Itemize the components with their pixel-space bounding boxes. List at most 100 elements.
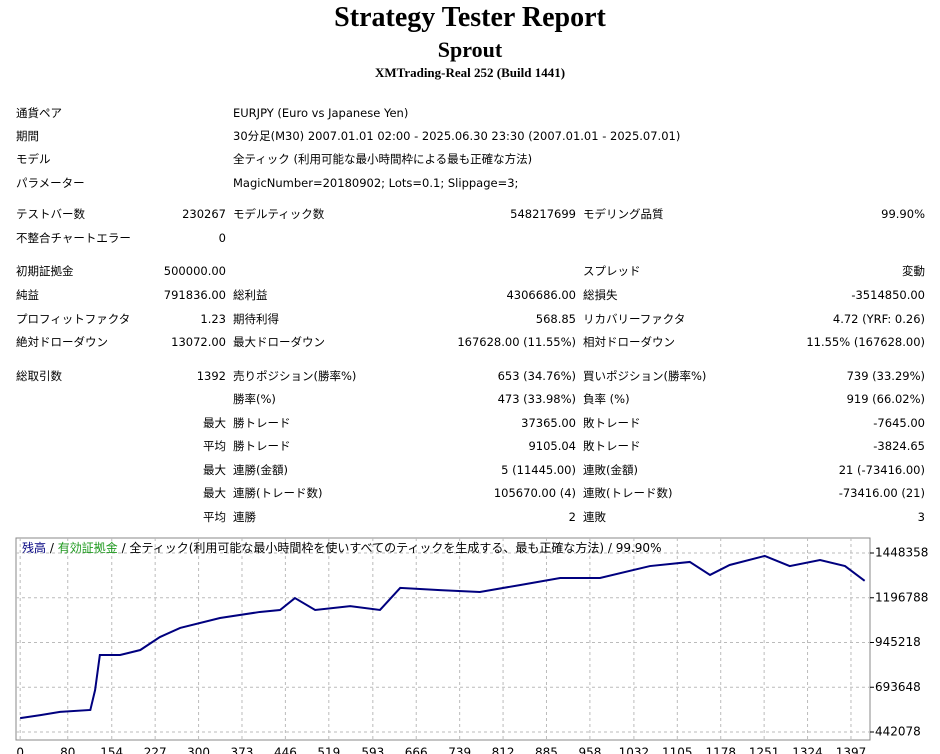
stat-value: 500000.00 — [163, 264, 226, 278]
stat-label: モデリング品質 — [583, 207, 664, 221]
stat-value: 568.85 — [535, 312, 576, 326]
stat-value: 739 (33.29%) — [846, 369, 925, 383]
x-tick-label: 666 — [405, 746, 428, 754]
info-value: 全ティック (利用可能な最小時間枠による最も正確な方法) — [233, 152, 533, 166]
stat-label: 負率 (%) — [583, 392, 630, 406]
stat-label: 相対ドローダウン — [583, 335, 675, 349]
y-tick-label: 1196788 — [875, 590, 928, 604]
stat-value: 791836.00 — [163, 288, 226, 302]
legend-caption: 全ティック(利用可能な最小時間枠を使いすべてのティックを生成する、最も正確な方法… — [129, 540, 661, 555]
x-tick-label: 519 — [317, 746, 340, 754]
stat-label: 勝トレード — [233, 416, 291, 430]
stat-value: 9105.04 — [528, 439, 576, 453]
x-tick-label: 885 — [535, 746, 558, 754]
stat-value: 最大 — [203, 486, 226, 500]
stat-value: 変動 — [902, 264, 925, 278]
stat-label: 総損失 — [583, 288, 618, 302]
y-tick-label: 442078 — [875, 724, 921, 738]
x-tick-label: 1324 — [792, 746, 823, 754]
stat-label: 絶対ドローダウン — [16, 335, 108, 349]
x-tick-label: 812 — [492, 746, 515, 754]
stat-value: 2 — [568, 510, 576, 524]
y-tick-label: 945218 — [875, 635, 921, 649]
x-tick-label: 154 — [100, 746, 123, 754]
x-tick-label: 1397 — [836, 746, 867, 754]
stat-value: 4306686.00 — [506, 288, 576, 302]
stat-label: 買いポジション(勝率%) — [583, 369, 707, 383]
stat-label: 連勝 — [233, 510, 256, 524]
stat-label: 連敗(トレード数) — [583, 486, 673, 500]
x-tick-label: 1032 — [619, 746, 650, 754]
legend-entry: 有効証拠金 — [58, 540, 118, 555]
stat-value: -3824.65 — [873, 439, 925, 453]
x-tick-label: 593 — [361, 746, 384, 754]
stat-label: 売りポジション(勝率%) — [233, 369, 357, 383]
x-tick-label: 1178 — [705, 746, 736, 754]
stat-label: 連敗(金額) — [583, 463, 638, 477]
stat-value: -7645.00 — [873, 416, 925, 430]
stat-label: 総取引数 — [16, 369, 62, 383]
info-label: 通貨ペア — [16, 106, 62, 120]
y-tick-label: 1448358 — [875, 546, 928, 560]
x-tick-label: 227 — [144, 746, 167, 754]
stat-label: 純益 — [16, 288, 39, 302]
stat-value: 1392 — [196, 369, 226, 383]
x-tick-label: 739 — [448, 746, 471, 754]
stat-label: スプレッド — [583, 264, 641, 278]
stat-value: 0 — [218, 231, 226, 245]
x-tick-label: 958 — [578, 746, 601, 754]
stat-value: 4.72 (YRF: 0.26) — [832, 312, 925, 326]
y-tick-label: 693648 — [875, 680, 921, 694]
stat-label: 連勝(トレード数) — [233, 486, 323, 500]
info-label: モデル — [16, 152, 51, 166]
info-value: EURJPY (Euro vs Japanese Yen) — [233, 106, 409, 120]
x-tick-label: 1251 — [749, 746, 780, 754]
stat-label: 勝率(%) — [233, 392, 276, 406]
stat-label: 不整合チャートエラー — [16, 231, 131, 245]
stat-value: 13072.00 — [171, 335, 226, 349]
stat-value: -73416.00 (21) — [838, 486, 925, 500]
stat-value: 1.23 — [200, 312, 226, 326]
stat-value: 230267 — [182, 207, 226, 221]
stat-value: 473 (33.98%) — [497, 392, 576, 406]
x-tick-label: 0 — [16, 746, 24, 754]
stat-label: 最大ドローダウン — [233, 335, 325, 349]
balance-line — [20, 554, 866, 720]
stat-label: 勝トレード — [233, 439, 291, 453]
info-value: MagicNumber=20180902; Lots=0.1; Slippage… — [233, 176, 519, 190]
x-tick-label: 446 — [274, 746, 297, 754]
chart: 442078 693648 945218 1196788 1448358 0 80 154 22… — [15, 537, 928, 754]
stat-value: 21 (-73416.00) — [838, 463, 925, 477]
stat-value: 3 — [917, 510, 925, 524]
plot-area — [15, 537, 871, 741]
stat-label: 敗トレード — [583, 416, 641, 430]
info-value: 30分足(M30) 2007.01.01 02:00 - 2025.06.30 … — [233, 129, 681, 143]
stat-value: 548217699 — [510, 207, 576, 221]
stat-label: 総利益 — [233, 288, 268, 302]
stat-value: 919 (66.02%) — [846, 392, 925, 406]
stat-label: 連敗 — [583, 510, 606, 524]
subtitle: Sprout — [437, 37, 503, 62]
info-label: パラメーター — [16, 176, 85, 190]
title: Strategy Tester Report — [334, 2, 606, 33]
stat-value: 99.90% — [881, 207, 925, 221]
legend-separator: / — [122, 541, 127, 555]
stat-label: テストバー数 — [16, 207, 85, 221]
stat-value: 最大 — [203, 463, 226, 477]
stat-value: 最大 — [203, 416, 226, 430]
stat-label: 連勝(金額) — [233, 463, 288, 477]
x-tick-label: 373 — [231, 746, 254, 754]
legend: 残高 / 有効証拠金 / 全ティック(利用可能な最小時間枠を使いすべてのティック… — [22, 540, 661, 555]
stat-label: プロフィットファクタ — [16, 312, 131, 326]
stat-value: 平均 — [203, 510, 226, 524]
info-label: 期間 — [16, 129, 39, 143]
stat-value: 11.55% (167628.00) — [806, 335, 925, 349]
stat-label: 敗トレード — [583, 439, 641, 453]
stat-value: 167628.00 (11.55%) — [457, 335, 576, 349]
stat-value: 平均 — [203, 439, 226, 453]
stat-value: 5 (11445.00) — [501, 463, 576, 477]
legend-separator: / — [50, 541, 55, 555]
stat-label: モデルティック数 — [233, 207, 325, 221]
stat-value: 37365.00 — [521, 416, 576, 430]
x-tick-label: 1105 — [662, 746, 693, 754]
